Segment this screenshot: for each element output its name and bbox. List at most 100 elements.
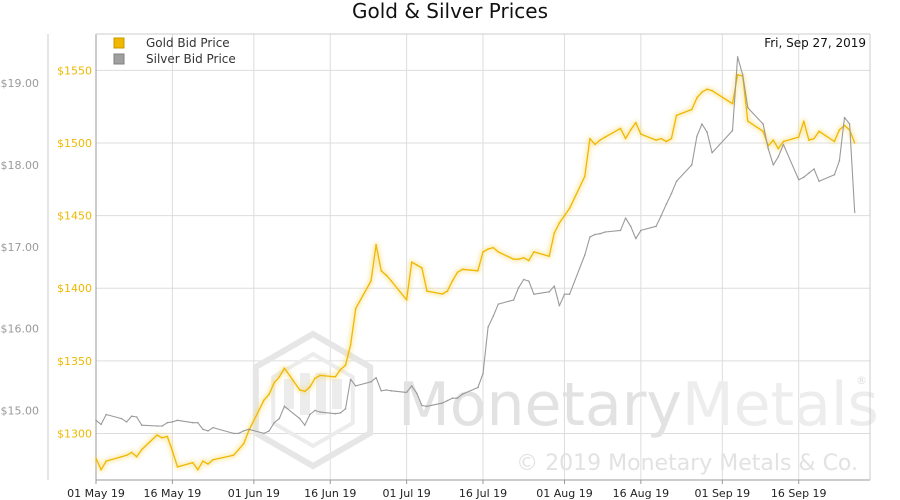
silver-point — [268, 430, 270, 432]
silver-point — [441, 402, 444, 404]
silver-point — [334, 412, 337, 415]
watermark-registered: ® — [856, 374, 867, 387]
silver-point — [135, 416, 138, 418]
gold-point — [690, 108, 693, 111]
date-label: Fri, Sep 27, 2019 — [764, 36, 866, 50]
gold-point — [130, 451, 133, 454]
silver-point — [207, 430, 209, 432]
gold-point — [268, 393, 270, 396]
silver-point — [303, 424, 306, 427]
silver-point — [212, 426, 215, 429]
silver-point — [125, 421, 128, 423]
silver-point — [446, 399, 449, 402]
silver-point — [283, 405, 286, 408]
gold-point — [319, 374, 321, 377]
silver-point — [232, 432, 235, 435]
silver-point — [731, 129, 734, 132]
silver-point — [405, 391, 408, 394]
watermark-brand-first: Monetary — [398, 370, 682, 440]
gold-point — [517, 258, 520, 261]
gold-point — [746, 120, 749, 123]
silver-point — [477, 386, 479, 389]
x-tick-label: 16 Jul 19 — [459, 487, 507, 500]
silver-point — [375, 376, 377, 379]
gold-tick-label: $1550 — [57, 64, 92, 77]
watermark-bar — [332, 379, 342, 409]
silver-point — [421, 404, 423, 407]
silver-point — [105, 413, 108, 416]
silver-point — [176, 419, 179, 422]
gold-tick-label: $1400 — [57, 282, 92, 295]
gold-point — [120, 455, 123, 458]
silver-point — [349, 378, 352, 381]
x-tick-label: 01 May 19 — [67, 487, 125, 500]
silver-point — [202, 428, 204, 431]
gold-point — [349, 344, 352, 346]
silver-point — [191, 421, 194, 424]
gold-point — [696, 97, 698, 99]
gold-point — [482, 251, 484, 253]
silver-point — [711, 151, 713, 154]
gold-point — [808, 139, 810, 142]
gold-point — [701, 91, 703, 93]
silver-point — [415, 392, 418, 395]
gold-point — [105, 460, 108, 462]
gold-point — [589, 137, 591, 140]
silver-point — [196, 421, 199, 424]
silver-point — [339, 412, 342, 414]
silver-point — [655, 225, 657, 228]
silver-point — [482, 372, 484, 375]
gold-point — [533, 251, 535, 253]
watermark-bar — [284, 379, 294, 409]
silver-point — [777, 155, 780, 158]
gold-point — [237, 448, 240, 451]
x-tick-label: 01 Aug 19 — [536, 487, 592, 500]
silver-point — [746, 106, 749, 109]
gold-point — [314, 377, 316, 380]
gold-point — [558, 222, 561, 224]
gold-point — [477, 269, 479, 272]
silver-point — [130, 415, 133, 418]
x-tick-label: 01 Jun 19 — [228, 487, 280, 500]
gold-point — [451, 280, 454, 282]
watermark-copyright: © 2019 Monetary Metals & Co. — [516, 451, 858, 476]
gold-point — [100, 468, 102, 471]
gold-point — [135, 455, 138, 458]
silver-point — [701, 123, 703, 125]
gold-tick-label: $1500 — [57, 137, 92, 150]
silver-point — [568, 293, 571, 296]
legend-label-silver: Silver Bid Price — [146, 52, 236, 66]
silver-point — [451, 397, 454, 400]
silver-tick-label: $18.00 — [1, 159, 40, 172]
gold-point — [604, 136, 607, 139]
silver-point — [690, 164, 693, 166]
gold-point — [125, 454, 128, 457]
gold-point — [247, 429, 250, 432]
gold-point — [655, 139, 657, 142]
silver-point — [833, 173, 836, 176]
gold-point — [380, 269, 383, 272]
silver-point — [619, 229, 622, 232]
gold-point — [441, 293, 444, 295]
gold-points — [95, 73, 856, 471]
silver-point — [808, 172, 810, 175]
silver-point — [247, 428, 250, 431]
gold-point — [95, 457, 97, 460]
gold-point — [675, 114, 678, 117]
gold-point — [196, 468, 199, 471]
x-tick-label: 01 Sep 19 — [694, 487, 750, 500]
silver-point — [410, 385, 413, 387]
gold-point — [782, 140, 785, 143]
silver-series — [95, 56, 856, 435]
gold-point — [354, 307, 357, 310]
silver-point — [583, 254, 586, 256]
silver-point — [517, 286, 520, 289]
gold-point — [405, 299, 408, 301]
silver-point — [166, 421, 169, 424]
gold-point — [706, 88, 708, 91]
x-tick-label: 16 Sep 19 — [771, 487, 827, 500]
silver-tick-label: $16.00 — [1, 323, 40, 336]
silver-point — [380, 389, 383, 392]
silver-point — [599, 232, 601, 235]
